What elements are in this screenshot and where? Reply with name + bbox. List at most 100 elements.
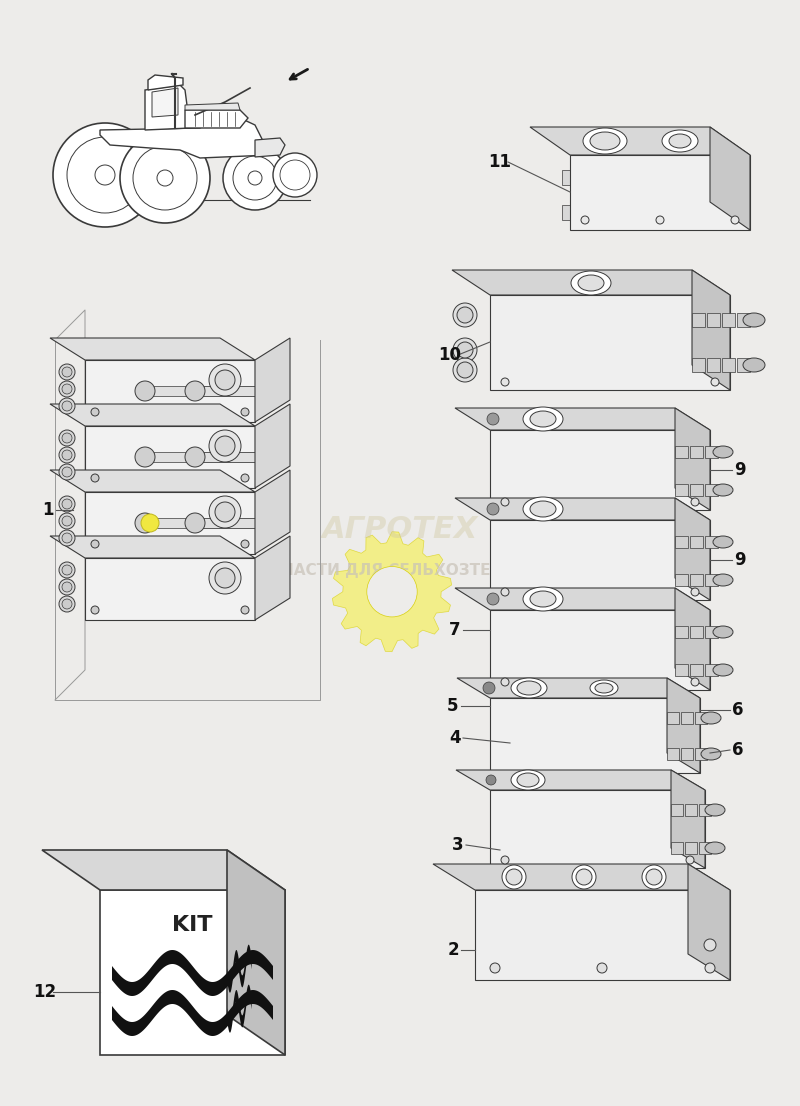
Text: 1: 1 xyxy=(42,501,54,519)
Polygon shape xyxy=(705,446,718,458)
Polygon shape xyxy=(457,678,700,698)
Circle shape xyxy=(215,436,235,456)
Polygon shape xyxy=(675,408,710,510)
Circle shape xyxy=(501,498,509,507)
Circle shape xyxy=(59,364,75,380)
Ellipse shape xyxy=(523,407,563,431)
Ellipse shape xyxy=(530,501,556,517)
Circle shape xyxy=(53,123,157,227)
Polygon shape xyxy=(695,712,707,724)
Circle shape xyxy=(62,367,72,377)
Polygon shape xyxy=(675,664,688,676)
Circle shape xyxy=(453,338,477,362)
Ellipse shape xyxy=(590,680,618,696)
Text: 11: 11 xyxy=(489,153,511,171)
Ellipse shape xyxy=(705,842,725,854)
Circle shape xyxy=(62,565,72,575)
Ellipse shape xyxy=(713,626,733,638)
Polygon shape xyxy=(705,664,718,676)
Ellipse shape xyxy=(530,591,556,607)
Text: 2: 2 xyxy=(447,941,459,959)
Polygon shape xyxy=(137,518,275,528)
Circle shape xyxy=(487,593,499,605)
Circle shape xyxy=(62,401,72,411)
Circle shape xyxy=(453,303,477,327)
Circle shape xyxy=(135,380,155,401)
Circle shape xyxy=(62,582,72,592)
Polygon shape xyxy=(455,588,710,611)
Text: KIT: KIT xyxy=(172,915,212,935)
Circle shape xyxy=(59,580,75,595)
Polygon shape xyxy=(707,313,720,327)
Circle shape xyxy=(646,869,662,885)
Circle shape xyxy=(487,413,499,425)
Circle shape xyxy=(576,869,592,885)
Circle shape xyxy=(572,865,596,889)
Text: 3: 3 xyxy=(452,836,464,854)
Circle shape xyxy=(241,408,249,416)
Circle shape xyxy=(59,430,75,446)
Polygon shape xyxy=(688,864,730,980)
Circle shape xyxy=(233,156,277,200)
Circle shape xyxy=(215,371,235,390)
Polygon shape xyxy=(705,484,718,495)
Circle shape xyxy=(62,599,72,609)
Polygon shape xyxy=(452,270,730,295)
Ellipse shape xyxy=(743,313,765,327)
Polygon shape xyxy=(227,851,285,1055)
Polygon shape xyxy=(490,520,710,599)
Text: АГРОТЕХ: АГРОТЕХ xyxy=(322,515,478,544)
Polygon shape xyxy=(562,205,570,220)
Polygon shape xyxy=(737,313,750,327)
Circle shape xyxy=(502,865,526,889)
Polygon shape xyxy=(710,127,750,230)
Circle shape xyxy=(62,384,72,394)
Polygon shape xyxy=(50,404,255,426)
Circle shape xyxy=(457,342,473,358)
Circle shape xyxy=(91,606,99,614)
Polygon shape xyxy=(255,138,285,157)
Polygon shape xyxy=(690,484,703,495)
Circle shape xyxy=(453,358,477,382)
Polygon shape xyxy=(690,536,703,547)
Ellipse shape xyxy=(662,131,698,152)
Circle shape xyxy=(711,378,719,386)
Circle shape xyxy=(157,170,173,186)
Polygon shape xyxy=(675,536,688,547)
Circle shape xyxy=(705,963,715,973)
Circle shape xyxy=(487,503,499,515)
Polygon shape xyxy=(667,678,700,773)
Circle shape xyxy=(59,513,75,529)
Polygon shape xyxy=(699,842,711,854)
Text: 10: 10 xyxy=(438,346,462,364)
Polygon shape xyxy=(187,452,275,462)
Circle shape xyxy=(686,856,694,864)
Polygon shape xyxy=(692,270,730,390)
Polygon shape xyxy=(675,498,710,599)
Text: 9: 9 xyxy=(734,461,746,479)
Circle shape xyxy=(506,869,522,885)
Polygon shape xyxy=(145,85,190,131)
Ellipse shape xyxy=(713,446,733,458)
Circle shape xyxy=(704,939,716,951)
Polygon shape xyxy=(100,890,285,1055)
Circle shape xyxy=(209,495,241,528)
Ellipse shape xyxy=(705,804,725,816)
Circle shape xyxy=(691,498,699,507)
Polygon shape xyxy=(742,170,750,185)
Circle shape xyxy=(581,216,589,225)
Polygon shape xyxy=(475,890,730,980)
Polygon shape xyxy=(490,295,730,390)
Circle shape xyxy=(656,216,664,225)
Polygon shape xyxy=(690,664,703,676)
Circle shape xyxy=(209,430,241,462)
Polygon shape xyxy=(490,790,705,868)
Ellipse shape xyxy=(578,275,604,291)
Circle shape xyxy=(95,165,115,185)
Ellipse shape xyxy=(511,678,547,698)
Circle shape xyxy=(59,495,75,512)
Ellipse shape xyxy=(517,681,541,695)
Ellipse shape xyxy=(590,132,620,150)
Polygon shape xyxy=(455,498,710,520)
Polygon shape xyxy=(490,698,700,773)
